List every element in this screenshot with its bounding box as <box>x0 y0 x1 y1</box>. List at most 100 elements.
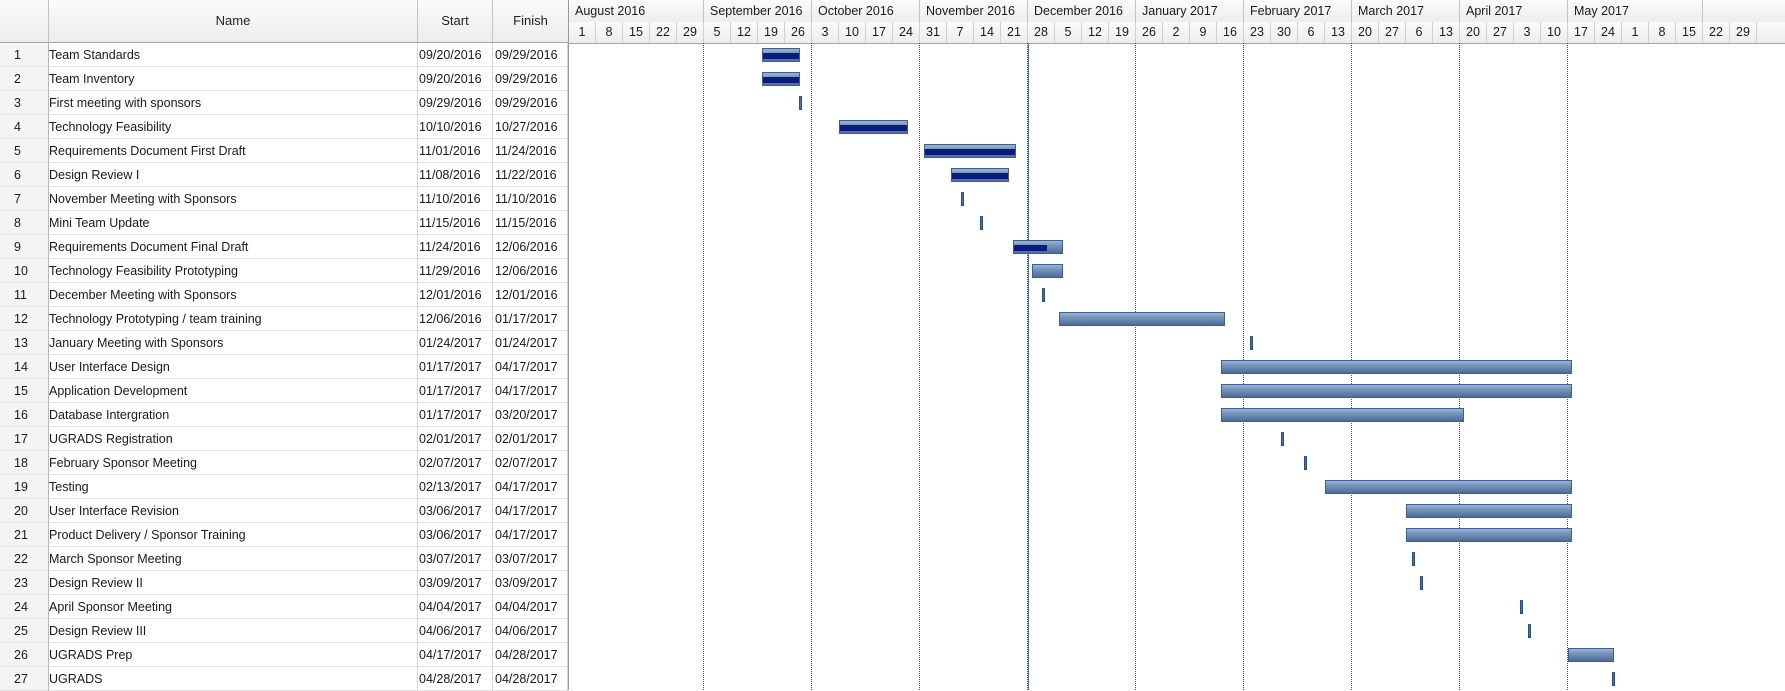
task-id-cell[interactable]: 4 <box>0 115 49 139</box>
task-start-cell[interactable]: 03/09/2017 <box>418 571 493 595</box>
task-name-cell[interactable]: UGRADS Prep <box>49 643 418 667</box>
table-row[interactable]: 1 Team Standards 09/20/2016 09/29/2016 <box>0 43 568 67</box>
task-finish-cell[interactable]: 03/20/2017 <box>493 403 568 427</box>
task-start-cell[interactable]: 11/10/2016 <box>418 187 493 211</box>
task-finish-cell[interactable]: 11/22/2016 <box>493 163 568 187</box>
table-row[interactable]: 9 Requirements Document Final Draft 11/24/… <box>0 235 568 259</box>
table-row[interactable]: 16 Database Intergration 01/17/2017 03/20/2… <box>0 403 568 427</box>
task-bar[interactable] <box>1220 360 1572 374</box>
task-finish-cell[interactable]: 01/17/2017 <box>493 307 568 331</box>
table-row[interactable]: 25 Design Review III 04/06/2017 04/06/2017 <box>0 619 568 643</box>
task-bar[interactable] <box>1012 240 1063 254</box>
task-bar[interactable] <box>1220 384 1572 398</box>
table-row[interactable]: 8 Mini Team Update 11/15/2016 11/15/2016 <box>0 211 568 235</box>
task-id-cell[interactable]: 26 <box>0 643 49 667</box>
finish-column-header[interactable]: Finish <box>513 13 548 28</box>
task-start-cell[interactable]: 01/24/2017 <box>418 331 493 355</box>
task-start-cell[interactable]: 11/29/2016 <box>418 259 493 283</box>
table-row[interactable]: 6 Design Review I 11/08/2016 11/22/2016 <box>0 163 568 187</box>
task-bar[interactable] <box>1220 408 1464 422</box>
task-bar[interactable] <box>761 72 801 86</box>
task-name-cell[interactable]: December Meeting with Sponsors <box>49 283 418 307</box>
name-column-header[interactable]: Name <box>49 0 418 42</box>
task-name-cell[interactable]: March Sponsor Meeting <box>49 547 418 571</box>
task-finish-cell[interactable]: 04/17/2017 <box>493 355 568 379</box>
task-id-cell[interactable]: 27 <box>0 667 49 691</box>
task-name-cell[interactable]: UGRADS <box>49 667 418 691</box>
task-bar[interactable] <box>1031 264 1063 278</box>
task-bar[interactable] <box>923 144 1017 158</box>
task-finish-cell[interactable]: 09/29/2016 <box>493 43 568 67</box>
task-start-cell[interactable]: 11/01/2016 <box>418 139 493 163</box>
task-name-cell[interactable]: Database Intergration <box>49 403 418 427</box>
milestone-marker[interactable] <box>798 96 802 110</box>
task-id-cell[interactable]: 18 <box>0 451 49 475</box>
task-id-cell[interactable]: 19 <box>0 475 49 499</box>
table-row[interactable]: 21 Product Delivery / Sponsor Training 03/… <box>0 523 568 547</box>
task-finish-cell[interactable]: 04/17/2017 <box>493 499 568 523</box>
task-finish-cell[interactable]: 04/17/2017 <box>493 523 568 547</box>
task-id-cell[interactable]: 12 <box>0 307 49 331</box>
task-bar[interactable] <box>1058 312 1225 326</box>
id-column-header[interactable] <box>0 0 49 42</box>
task-id-cell[interactable]: 25 <box>0 619 49 643</box>
task-finish-cell[interactable]: 04/17/2017 <box>493 379 568 403</box>
task-start-cell[interactable]: 01/17/2017 <box>418 355 493 379</box>
table-row[interactable]: 5 Requirements Document First Draft 11/01/… <box>0 139 568 163</box>
task-finish-cell[interactable]: 11/10/2016 <box>493 187 568 211</box>
task-finish-cell[interactable]: 02/07/2017 <box>493 451 568 475</box>
task-id-cell[interactable]: 7 <box>0 187 49 211</box>
milestone-marker[interactable] <box>960 192 964 206</box>
task-name-cell[interactable]: First meeting with sponsors <box>49 91 418 115</box>
task-name-cell[interactable]: Testing <box>49 475 418 499</box>
task-start-cell[interactable]: 04/06/2017 <box>418 619 493 643</box>
task-bar[interactable] <box>1406 504 1572 518</box>
task-id-cell[interactable]: 23 <box>0 571 49 595</box>
table-row[interactable]: 15 Application Development 01/17/2017 04/17… <box>0 379 568 403</box>
task-name-cell[interactable]: Design Review III <box>49 619 418 643</box>
task-name-cell[interactable]: Technology Feasibility Prototyping <box>49 259 418 283</box>
table-row[interactable]: 4 Technology Feasibility 10/10/2016 10/27/2… <box>0 115 568 139</box>
table-row[interactable]: 14 User Interface Design 01/17/2017 04/17/2… <box>0 355 568 379</box>
task-finish-cell[interactable]: 04/28/2017 <box>493 667 568 691</box>
task-id-cell[interactable]: 5 <box>0 139 49 163</box>
task-start-cell[interactable]: 02/13/2017 <box>418 475 493 499</box>
task-finish-cell[interactable]: 12/01/2016 <box>493 283 568 307</box>
task-name-cell[interactable]: April Sponsor Meeting <box>49 595 418 619</box>
task-start-cell[interactable]: 11/15/2016 <box>418 211 493 235</box>
task-start-cell[interactable]: 04/04/2017 <box>418 595 493 619</box>
table-row[interactable]: 23 Design Review II 03/09/2017 03/09/2017 <box>0 571 568 595</box>
task-finish-cell[interactable]: 12/06/2016 <box>493 259 568 283</box>
table-row[interactable]: 12 Technology Prototyping / team training… <box>0 307 568 331</box>
milestone-marker[interactable] <box>1527 624 1531 638</box>
task-id-cell[interactable]: 10 <box>0 259 49 283</box>
table-row[interactable]: 2 Team Inventory 09/20/2016 09/29/2016 <box>0 67 568 91</box>
task-name-cell[interactable]: Design Review I <box>49 163 418 187</box>
task-finish-cell[interactable]: 02/01/2017 <box>493 427 568 451</box>
table-row[interactable]: 7 November Meeting with Sponsors 11/10/201… <box>0 187 568 211</box>
milestone-marker[interactable] <box>979 216 983 230</box>
task-start-cell[interactable]: 03/06/2017 <box>418 523 493 547</box>
task-id-cell[interactable]: 2 <box>0 67 49 91</box>
task-start-cell[interactable]: 03/06/2017 <box>418 499 493 523</box>
task-start-cell[interactable]: 09/20/2016 <box>418 43 493 67</box>
task-id-cell[interactable]: 6 <box>0 163 49 187</box>
task-finish-cell[interactable]: 03/07/2017 <box>493 547 568 571</box>
milestone-marker[interactable] <box>1612 672 1616 686</box>
task-name-cell[interactable]: Application Development <box>49 379 418 403</box>
task-start-cell[interactable]: 11/24/2016 <box>418 235 493 259</box>
task-finish-cell[interactable]: 12/06/2016 <box>493 235 568 259</box>
task-id-cell[interactable]: 24 <box>0 595 49 619</box>
task-start-cell[interactable]: 09/29/2016 <box>418 91 493 115</box>
task-start-cell[interactable]: 03/07/2017 <box>418 547 493 571</box>
task-start-cell[interactable]: 09/20/2016 <box>418 67 493 91</box>
task-bar[interactable] <box>761 48 801 62</box>
task-finish-cell[interactable]: 09/29/2016 <box>493 91 568 115</box>
table-row[interactable]: 3 First meeting with sponsors 09/29/2016 09… <box>0 91 568 115</box>
task-name-cell[interactable]: Team Standards <box>49 43 418 67</box>
start-column-header[interactable]: Start <box>418 0 493 42</box>
task-name-cell[interactable]: User Interface Revision <box>49 499 418 523</box>
task-name-cell[interactable]: Technology Feasibility <box>49 115 418 139</box>
task-name-cell[interactable]: Requirements Document Final Draft <box>49 235 418 259</box>
table-row[interactable]: 18 February Sponsor Meeting 02/07/2017 02/0… <box>0 451 568 475</box>
